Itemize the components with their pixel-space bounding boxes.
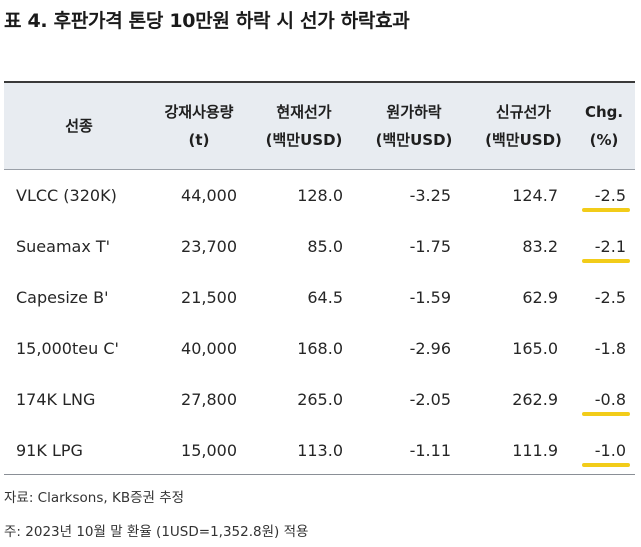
cell-ship: 91K LPG: [16, 441, 83, 460]
cell-newbuild: 111.9: [512, 441, 558, 460]
cell-cost: -3.25: [409, 186, 451, 205]
cell-cost: -2.05: [409, 390, 451, 409]
cell-chg: -2.1: [594, 237, 626, 256]
cell-chg: -2.5: [594, 186, 626, 205]
highlight-underline: [582, 412, 630, 416]
header-cost-label: 원가하락: [386, 103, 442, 121]
cell-steel: 23,700: [181, 237, 237, 256]
table-row: 15,000teu C' 40,000 168.0 -2.96 165.0 -1.8: [4, 323, 635, 374]
cell-newbuild: 262.9: [512, 390, 558, 409]
table-row: 174K LNG 27,800 265.0 -2.05 262.9 -0.8: [4, 374, 635, 425]
header-chg-unit: (%): [589, 131, 619, 149]
header-newbuild: 신규선가 (백만USD): [466, 83, 581, 169]
table-bottom-rule: [4, 474, 635, 475]
header-steel-unit: (t): [188, 131, 210, 149]
source-note: 자료: Clarksons, KB증권 추정: [4, 490, 185, 506]
cell-cost: -1.59: [409, 288, 451, 307]
header-chg-label: Chg.: [584, 103, 624, 121]
cell-newbuild: 62.9: [522, 288, 558, 307]
cell-current: 85.0: [307, 237, 343, 256]
highlight-underline: [582, 463, 630, 467]
header-current-unit: (백만USD): [265, 131, 343, 149]
header-ship-label: 선종: [65, 117, 93, 135]
cell-cost: -1.11: [409, 441, 451, 460]
highlight-underline: [582, 259, 630, 263]
table-row: 91K LPG 15,000 113.0 -1.11 111.9 -1.0: [4, 425, 635, 476]
table-row: VLCC (320K) 44,000 128.0 -3.25 124.7 -2.5: [4, 170, 635, 221]
cell-steel: 44,000: [181, 186, 237, 205]
header-current-label: 현재선가: [276, 103, 332, 121]
header-cost-unit: (백만USD): [375, 131, 453, 149]
table-row: Capesize B' 21,500 64.5 -1.59 62.9 -2.5: [4, 272, 635, 323]
table-top-rule: [4, 81, 635, 83]
cell-ship: 174K LNG: [16, 390, 96, 409]
footnote: 주: 2023년 10월 말 환율 (1USD=1,352.8원) 적용: [4, 524, 309, 540]
cell-cost: -2.96: [409, 339, 451, 358]
cell-newbuild: 83.2: [522, 237, 558, 256]
header-cost: 원가하락 (백만USD): [359, 83, 469, 169]
cell-chg: -1.0: [594, 441, 626, 460]
cell-newbuild: 124.7: [512, 186, 558, 205]
header-steel-label: 강재사용량: [164, 103, 234, 121]
header-newbuild-unit: (백만USD): [485, 131, 562, 149]
cell-chg: -2.5: [594, 288, 626, 307]
header-chg: Chg. (%): [574, 83, 634, 169]
header-current: 현재선가 (백만USD): [249, 83, 359, 169]
highlight-underline: [582, 208, 630, 212]
cell-ship: Capesize B': [16, 288, 109, 307]
header-ship: 선종: [4, 83, 154, 169]
cell-current: 113.0: [297, 441, 343, 460]
cell-current: 168.0: [297, 339, 343, 358]
cell-steel: 27,800: [181, 390, 237, 409]
header-steel: 강재사용량 (t): [144, 83, 254, 169]
cell-chg: -1.8: [594, 339, 626, 358]
cell-newbuild: 165.0: [512, 339, 558, 358]
cell-steel: 40,000: [181, 339, 237, 358]
cell-current: 265.0: [297, 390, 343, 409]
cell-current: 64.5: [307, 288, 343, 307]
cell-current: 128.0: [297, 186, 343, 205]
table-header: 선종 강재사용량 (t) 현재선가 (백만USD) 원가하락 (백만USD) 신…: [4, 83, 635, 170]
cell-steel: 15,000: [181, 441, 237, 460]
cell-cost: -1.75: [409, 237, 451, 256]
cell-chg: -0.8: [594, 390, 626, 409]
header-newbuild-label: 신규선가: [495, 103, 552, 121]
table-row: Sueamax T' 23,700 85.0 -1.75 83.2 -2.1: [4, 221, 635, 272]
cell-ship: 15,000teu C': [16, 339, 119, 358]
table-title: 표 4. 후판가격 톤당 10만원 하락 시 선가 하락효과: [4, 10, 410, 32]
cell-steel: 21,500: [181, 288, 237, 307]
cell-ship: VLCC (320K): [16, 186, 117, 205]
cell-ship: Sueamax T': [16, 237, 111, 256]
